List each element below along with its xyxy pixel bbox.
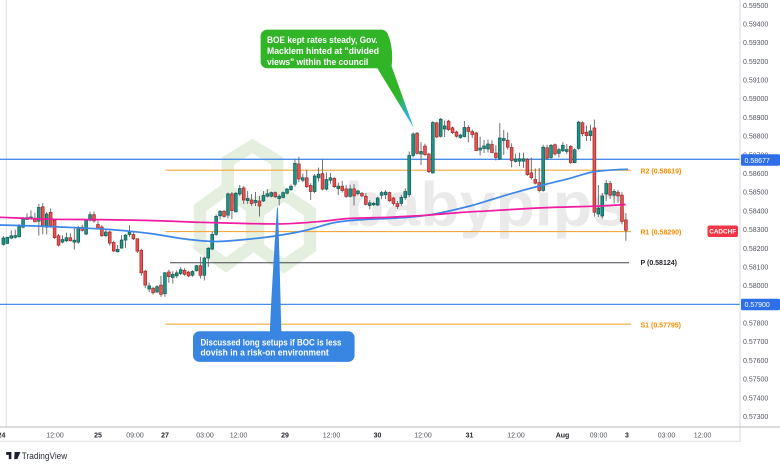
svg-text:12:00: 12:00 <box>230 433 248 440</box>
svg-text:30: 30 <box>374 433 382 440</box>
svg-text:0.57700: 0.57700 <box>743 339 768 346</box>
svg-text:0.59500: 0.59500 <box>743 3 768 10</box>
svg-text:Aug: Aug <box>556 433 570 440</box>
svg-text:12:00: 12:00 <box>694 433 712 440</box>
svg-text:0.57900: 0.57900 <box>745 302 770 309</box>
svg-text:0.57300: 0.57300 <box>743 414 768 421</box>
svg-text:views" within the council: views" within the council <box>267 57 368 67</box>
svg-text:0.59400: 0.59400 <box>743 22 768 29</box>
svg-text:0.58900: 0.58900 <box>743 115 768 122</box>
svg-text:25: 25 <box>94 433 102 440</box>
svg-text:31: 31 <box>466 433 474 440</box>
svg-text:0.59200: 0.59200 <box>743 59 768 66</box>
svg-text:12:00: 12:00 <box>46 433 64 440</box>
svg-text:12:00: 12:00 <box>414 433 432 440</box>
svg-text:29: 29 <box>281 433 289 440</box>
svg-text:03:00: 03:00 <box>658 433 676 440</box>
svg-text:24: 24 <box>0 433 5 440</box>
svg-text:P (0.58124): P (0.58124) <box>641 260 677 267</box>
svg-text:0.59300: 0.59300 <box>743 40 768 47</box>
svg-text:0.57500: 0.57500 <box>743 377 768 384</box>
svg-text:27: 27 <box>161 433 169 440</box>
svg-text:0.58200: 0.58200 <box>743 246 768 253</box>
svg-text:12:00: 12:00 <box>507 433 525 440</box>
svg-text:0.58500: 0.58500 <box>743 190 768 197</box>
svg-text:Macklem hinted at "divided: Macklem hinted at "divided <box>267 46 379 56</box>
svg-text:BOE kept rates steady, Gov.: BOE kept rates steady, Gov. <box>267 35 378 45</box>
svg-text:0.59100: 0.59100 <box>743 78 768 85</box>
svg-text:12:00: 12:00 <box>323 433 341 440</box>
svg-text:R2 (0.58619): R2 (0.58619) <box>641 168 682 175</box>
svg-text:0.57600: 0.57600 <box>743 358 768 365</box>
svg-text:R1 (0.58290): R1 (0.58290) <box>641 229 682 236</box>
svg-text:3: 3 <box>625 433 629 440</box>
svg-text:TradingView: TradingView <box>22 451 68 461</box>
svg-text:dovish in a risk-on environmen: dovish in a risk-on environment <box>201 348 329 358</box>
svg-text:0.58400: 0.58400 <box>743 208 768 215</box>
svg-text:0.58800: 0.58800 <box>743 134 768 141</box>
svg-text:09:00: 09:00 <box>126 433 144 440</box>
svg-text:0.58600: 0.58600 <box>743 171 768 178</box>
svg-text:Discussed long setups if BOC i: Discussed long setups if BOC is less <box>201 337 342 347</box>
svg-text:babypips: babypips <box>345 171 628 240</box>
svg-text:0.58677: 0.58677 <box>745 158 770 165</box>
svg-text:09:00: 09:00 <box>590 433 608 440</box>
svg-text:0.58300: 0.58300 <box>743 227 768 234</box>
svg-text:03:00: 03:00 <box>196 433 214 440</box>
svg-text:0.59000: 0.59000 <box>743 96 768 103</box>
svg-text:0.58000: 0.58000 <box>743 283 768 290</box>
svg-text:CADCHF: CADCHF <box>709 229 736 236</box>
svg-text:0.57800: 0.57800 <box>743 321 768 328</box>
svg-text:0.57400: 0.57400 <box>743 395 768 402</box>
svg-text:0.58100: 0.58100 <box>743 265 768 272</box>
svg-text:S1 (0.57795): S1 (0.57795) <box>641 322 681 329</box>
